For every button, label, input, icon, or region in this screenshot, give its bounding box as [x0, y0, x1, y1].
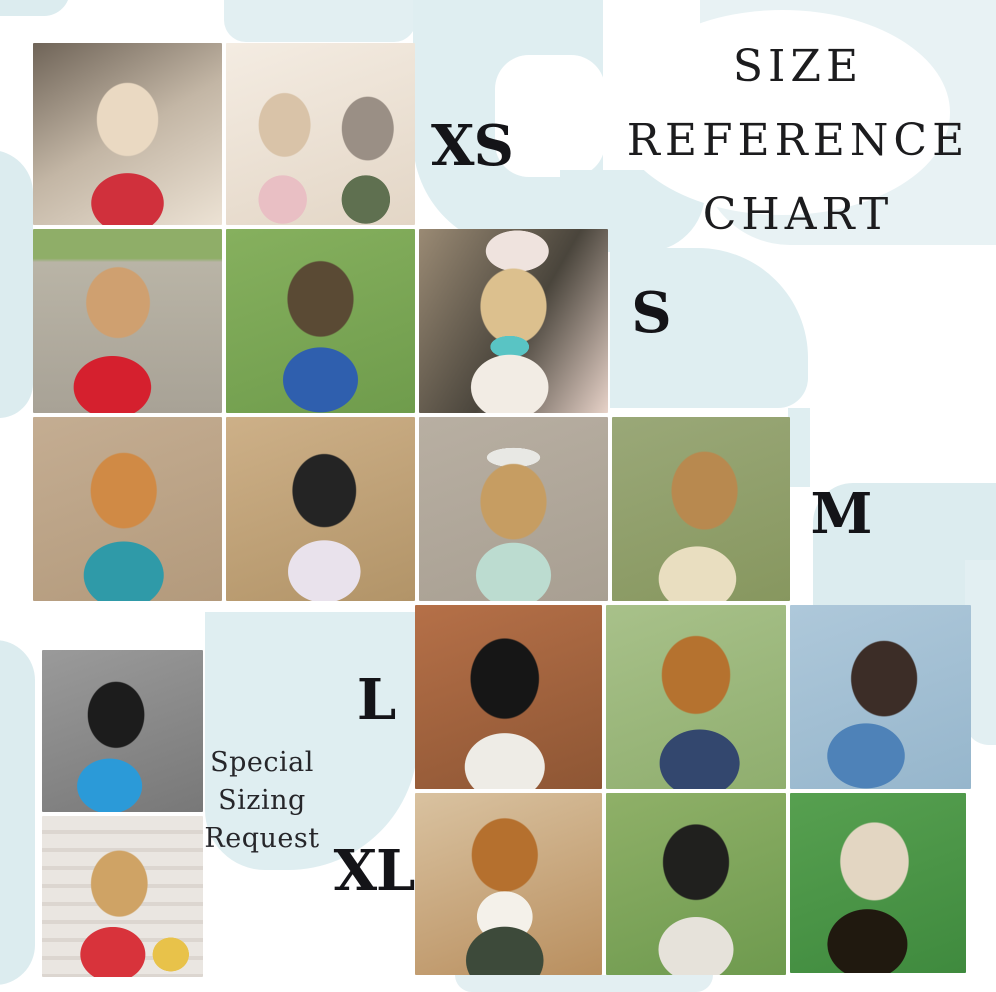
size-label-s: S: [631, 280, 671, 346]
background-shape-white-pocket: [495, 55, 605, 177]
background-shape-bottom-strip: [455, 975, 713, 992]
background-shape-right-s-tail: [788, 408, 810, 487]
special-sizing-line-3: Request: [204, 823, 320, 854]
photo-xl-newfoundland-cow-print: [606, 793, 786, 975]
photo-special-dachshund-batman: [42, 650, 203, 812]
photo-l-chocolate-dog-shark-bandana: [790, 605, 971, 789]
photo-l-black-shepherd-white-bandana: [415, 605, 602, 789]
photo-s-dog-floral-bow: [419, 229, 608, 413]
background-shape-mid-special: [205, 612, 418, 870]
page-title-line-3: CHART: [702, 189, 894, 240]
photo-s-smiling-dog-red-bandana: [33, 229, 222, 413]
photo-m-german-shepherd-plaid: [612, 417, 790, 601]
photo-m-doodle-sunglasses: [419, 417, 608, 601]
photo-xl-pitbull-batman-bandana: [790, 793, 966, 973]
photo-xs-cat-wonder-woman: [33, 43, 222, 225]
size-label-xl: XL: [333, 838, 416, 904]
size-label-l: L: [356, 667, 396, 733]
background-shape-top-mid: [224, 0, 416, 42]
photo-m-cattle-dog-floral-bandana: [226, 417, 415, 601]
photo-m-corgi-teal-bandana: [33, 417, 222, 601]
background-shape-left-upper: [0, 150, 33, 418]
background-shape-top-left: [0, 0, 70, 16]
special-sizing-line-2: Sizing: [218, 785, 306, 816]
background-shape-title-white: [615, 10, 950, 215]
page-title-line-2: REFERENCE: [626, 115, 970, 166]
photo-special-dachshund-wonder-woman: [42, 816, 203, 977]
photo-l-golden-retriever-gingham: [606, 605, 786, 789]
photo-xl-collie-dark-bandana: [415, 793, 602, 975]
special-sizing-request-label: Special Sizing Request: [197, 744, 327, 858]
special-sizing-line-1: Special: [210, 747, 314, 778]
size-label-xs: XS: [431, 113, 514, 179]
page-title-line-1: SIZE: [732, 41, 864, 92]
photo-xs-two-cats: [226, 43, 415, 225]
background-shape-left-lower: [0, 640, 35, 985]
page-title: SIZE REFERENCE CHART: [615, 30, 981, 252]
photo-s-airedale-dino-bandana: [226, 229, 415, 413]
size-label-m: M: [810, 481, 873, 547]
